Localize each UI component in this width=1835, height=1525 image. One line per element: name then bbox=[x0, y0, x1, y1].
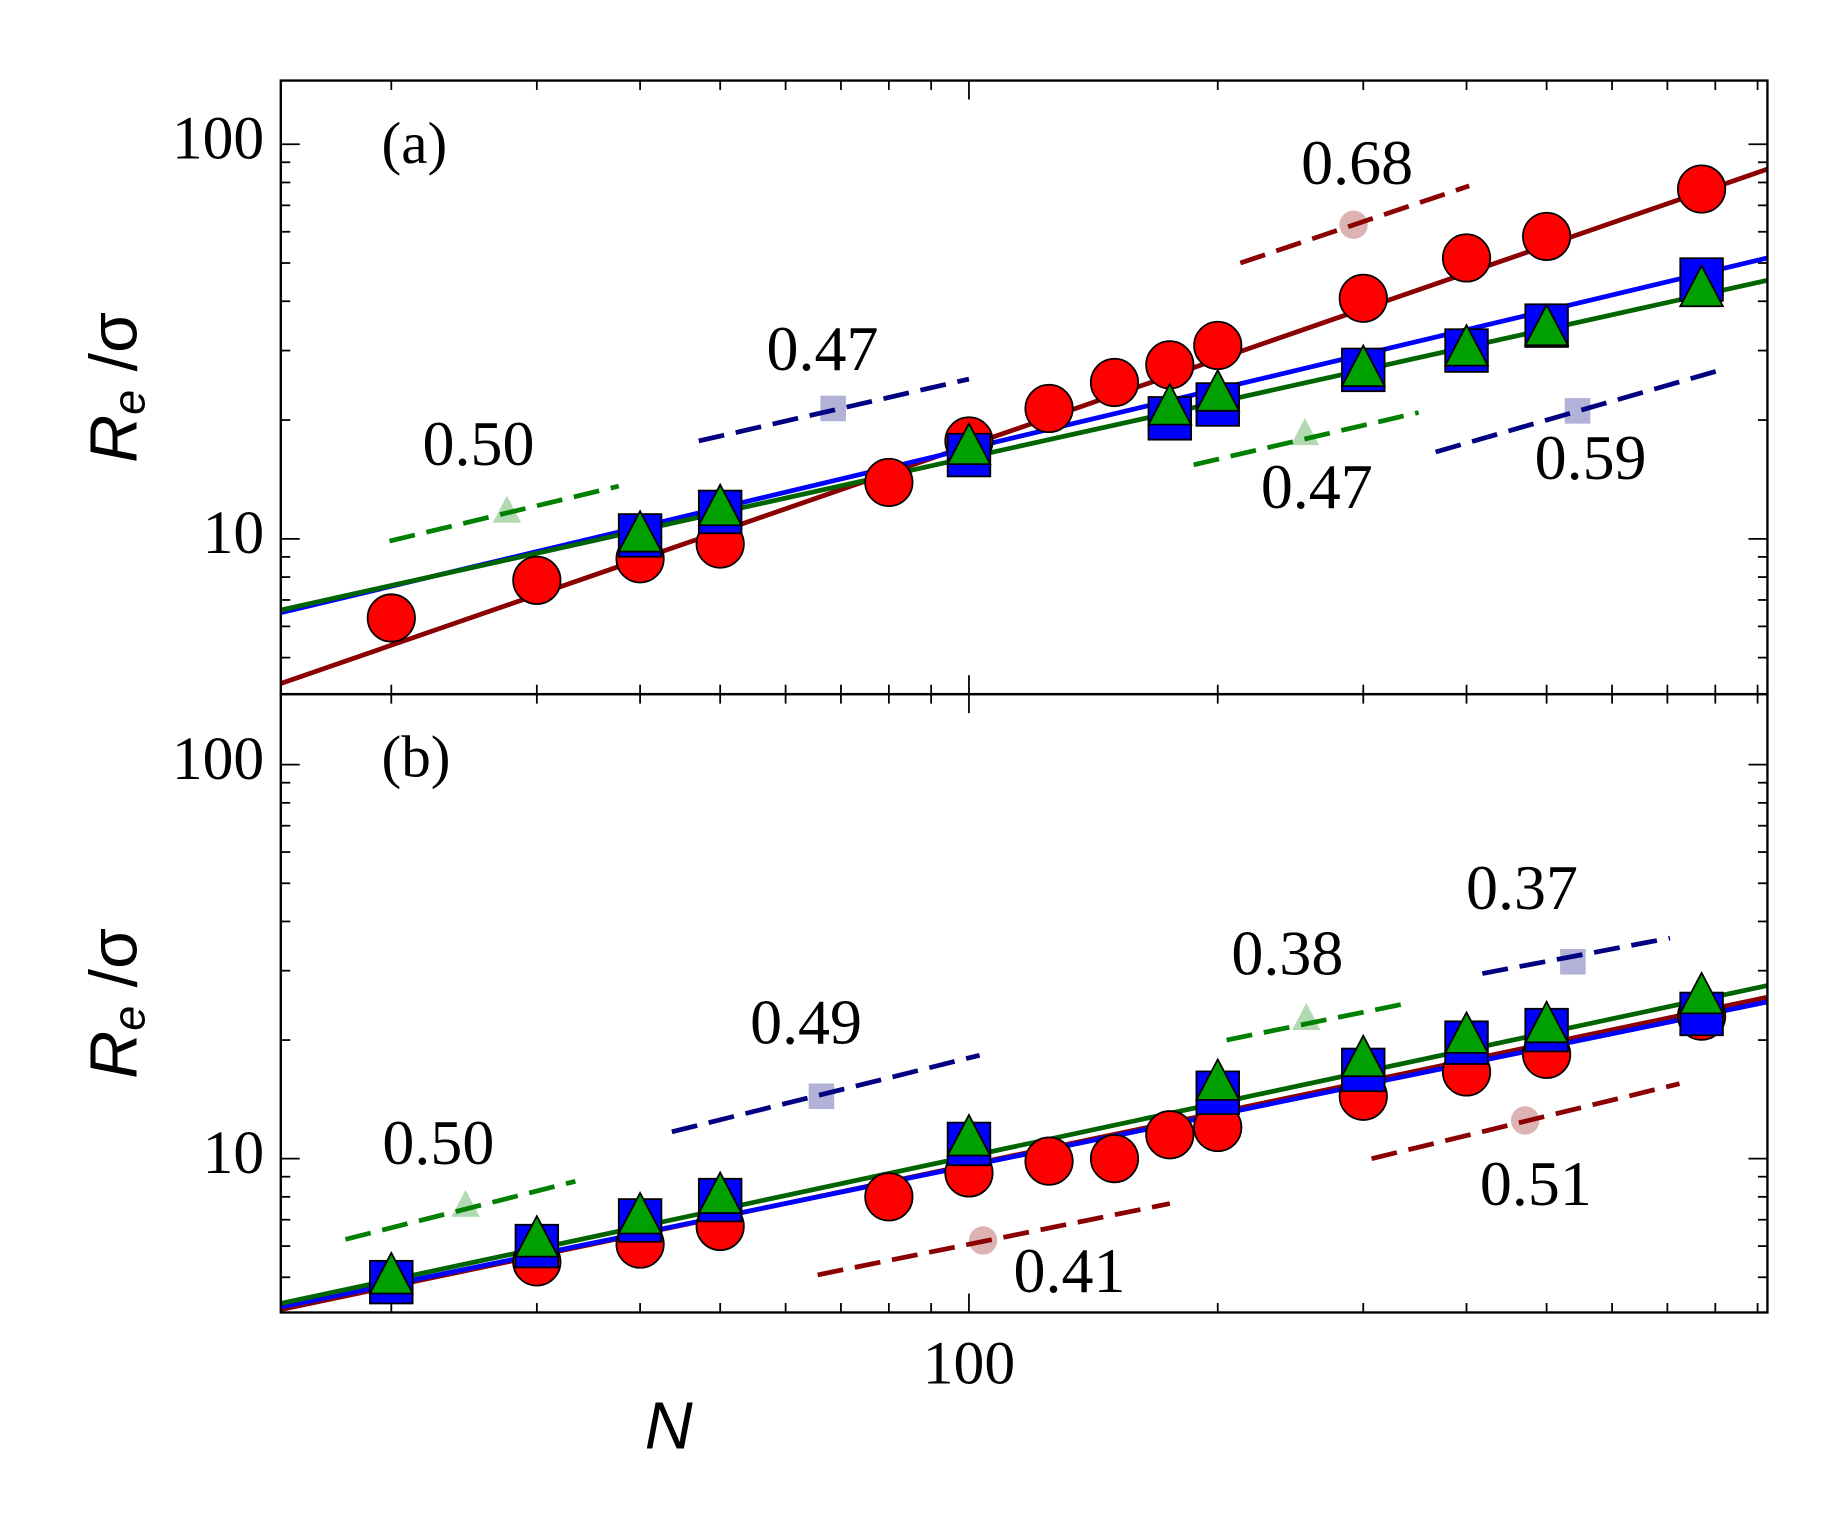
y-label-main: R bbox=[77, 1031, 151, 1079]
y-tick-label: 10 bbox=[203, 1119, 265, 1187]
data-point bbox=[1522, 211, 1572, 261]
data-point bbox=[617, 509, 663, 553]
plot-frame bbox=[279, 79, 1769, 696]
panel-label: (b) bbox=[381, 723, 450, 789]
fit-line bbox=[280, 277, 1768, 613]
data-point bbox=[1147, 382, 1193, 426]
slope-label: 0.47 bbox=[1261, 451, 1373, 522]
x-tick-label: 100 bbox=[923, 1329, 1015, 1397]
y-label-sub: e bbox=[104, 390, 155, 415]
y-label-main: R bbox=[77, 415, 151, 463]
guide-marker bbox=[808, 1083, 835, 1110]
y-label-tail: /σ bbox=[77, 928, 151, 1006]
y-axis-label: Re /σ bbox=[77, 312, 155, 463]
slope-label: 0.41 bbox=[1014, 1235, 1126, 1306]
data-point bbox=[1024, 1136, 1074, 1186]
data-point bbox=[1441, 233, 1492, 283]
slope-label: 0.50 bbox=[423, 408, 535, 479]
data-point bbox=[617, 1191, 663, 1235]
x-axis-label: N bbox=[645, 1389, 693, 1463]
data-point bbox=[1145, 340, 1195, 390]
y-tick-label: 100 bbox=[172, 725, 264, 793]
guide-line bbox=[1239, 183, 1470, 266]
data-point bbox=[1194, 368, 1241, 412]
data-point bbox=[1340, 343, 1387, 387]
data-point bbox=[1523, 302, 1570, 347]
guide-marker bbox=[1290, 418, 1320, 446]
data-point bbox=[366, 593, 416, 643]
data-point bbox=[1089, 357, 1140, 408]
slope-label: 0.37 bbox=[1466, 852, 1578, 923]
guide-marker bbox=[451, 1189, 480, 1217]
data-point bbox=[1678, 263, 1725, 308]
data-point bbox=[946, 421, 992, 465]
data-point bbox=[864, 1172, 914, 1222]
data-point bbox=[864, 457, 914, 507]
guide-line bbox=[1226, 1001, 1405, 1043]
data-point bbox=[1523, 999, 1570, 1044]
y-label-tail: /σ bbox=[77, 312, 151, 390]
panel-label: (a) bbox=[381, 110, 447, 176]
guide-marker bbox=[1564, 398, 1591, 424]
slope-label: 0.49 bbox=[750, 986, 862, 1057]
data-point bbox=[946, 1113, 992, 1157]
guide-marker bbox=[1292, 1002, 1321, 1030]
y-tick-label: 10 bbox=[203, 499, 265, 567]
data-point bbox=[1678, 970, 1725, 1015]
guide-line bbox=[1481, 935, 1671, 976]
guide-line bbox=[817, 1201, 1171, 1278]
slope-label: 0.68 bbox=[1301, 127, 1413, 198]
data-point bbox=[1338, 273, 1388, 323]
guide-marker bbox=[492, 495, 522, 523]
data-point bbox=[1193, 320, 1243, 371]
data-point bbox=[1089, 1134, 1140, 1184]
guide-line bbox=[1370, 1081, 1681, 1161]
guide-line bbox=[344, 1179, 576, 1242]
data-point bbox=[697, 482, 743, 527]
guide-line bbox=[388, 483, 620, 544]
guide-marker bbox=[1339, 210, 1368, 239]
guide-line bbox=[1193, 410, 1420, 468]
slope-label: 0.38 bbox=[1231, 918, 1343, 989]
data-point bbox=[1145, 1110, 1195, 1160]
slope-label: 0.59 bbox=[1535, 422, 1647, 493]
slope-label: 0.47 bbox=[767, 313, 879, 384]
data-point bbox=[1194, 1057, 1241, 1101]
guide-marker bbox=[820, 395, 846, 422]
data-point bbox=[512, 555, 562, 605]
guide-marker bbox=[1510, 1106, 1540, 1135]
data-point bbox=[697, 1170, 743, 1214]
y-label-sub: e bbox=[104, 1006, 155, 1031]
slope-label: 0.51 bbox=[1480, 1148, 1592, 1219]
y-tick-label: 100 bbox=[172, 104, 264, 172]
guide-line bbox=[671, 1052, 981, 1135]
guide-line bbox=[1434, 366, 1724, 455]
data-point bbox=[1340, 1033, 1387, 1078]
slope-label: 0.50 bbox=[382, 1107, 494, 1178]
guide-marker bbox=[968, 1226, 998, 1255]
data-point bbox=[368, 1251, 415, 1295]
data-point bbox=[514, 1214, 560, 1258]
data-point bbox=[1443, 323, 1490, 367]
data-point bbox=[1024, 383, 1074, 434]
data-point bbox=[1677, 164, 1727, 214]
plot-frame bbox=[279, 692, 1769, 1314]
guide-line bbox=[698, 376, 970, 444]
data-point bbox=[1443, 1010, 1490, 1054]
y-axis-label: Re /σ bbox=[77, 928, 155, 1079]
guide-marker bbox=[1560, 948, 1586, 975]
